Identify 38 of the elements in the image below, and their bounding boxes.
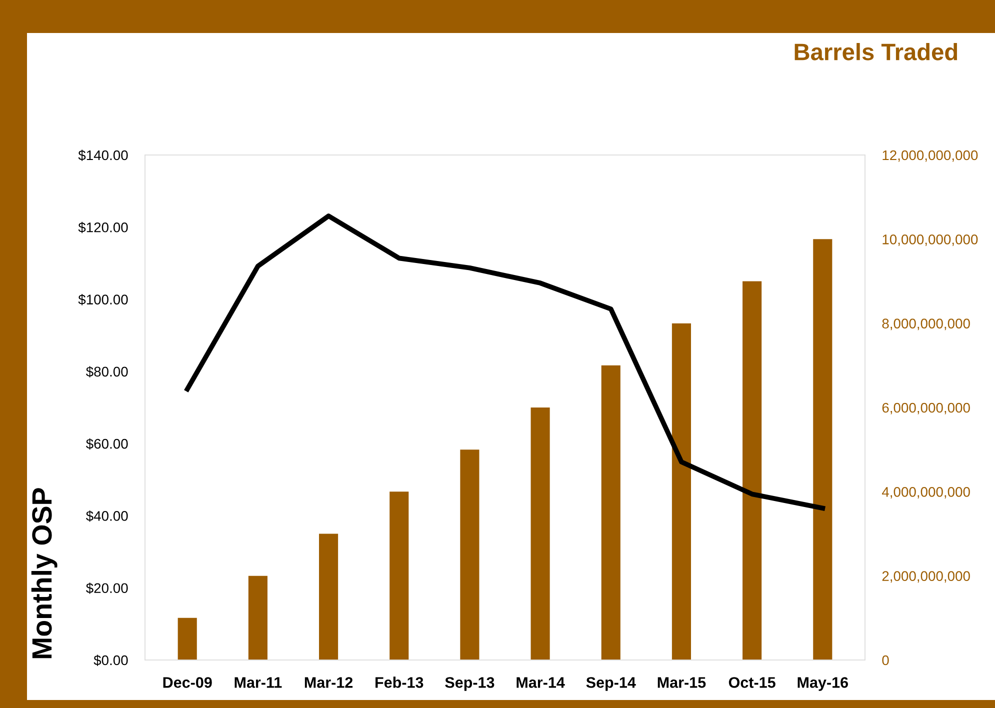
bar	[178, 618, 197, 660]
bar	[248, 576, 268, 660]
y-tick-label: $20.00	[86, 582, 128, 594]
y2-axis-title: Barrels Traded	[794, 42, 958, 60]
y2-tick-label: 2,000,000,000	[882, 571, 970, 583]
x-tick-label: Mar-15	[658, 677, 706, 688]
y-tick-label: $60.00	[86, 438, 128, 450]
x-tick-label: Mar-11	[234, 677, 282, 688]
y-tick-label: $100.00	[78, 294, 128, 306]
bar	[390, 492, 409, 660]
y2-tick-label: 0	[882, 655, 889, 666]
bar	[530, 408, 550, 660]
y-tick-label: $120.00	[78, 222, 128, 234]
y2-tick-label: 8,000,000,000	[882, 318, 970, 330]
x-tick-label: May-16	[798, 677, 848, 691]
bar	[742, 281, 762, 660]
x-tick-label: Dec-09	[163, 677, 212, 688]
y2-tick-label: 10,000,000,000	[882, 234, 978, 246]
line-series	[184, 214, 826, 511]
x-tick-label: Sep-13	[445, 677, 494, 691]
x-tick-label: Oct-15	[728, 677, 776, 688]
x-tick-label: Mar-12	[304, 677, 353, 688]
x-tick-label: Sep-14	[586, 677, 636, 691]
x-tick-label: Feb-13	[376, 676, 424, 688]
y2-tick-label: 4,000,000,000	[882, 487, 970, 498]
x-tick-label: Mar-14	[516, 677, 565, 688]
y-axis-title: Monthly OSP	[31, 488, 58, 658]
bar	[460, 450, 480, 660]
y2-tick-label: 12,000,000,000	[882, 150, 978, 162]
bar	[672, 323, 691, 660]
y-tick-label: $40.00	[86, 510, 128, 522]
bar	[319, 534, 338, 660]
y-tick-label: $140.00	[78, 150, 128, 161]
bar	[813, 239, 832, 660]
bar	[601, 365, 620, 660]
y-tick-label: $0.00	[94, 654, 128, 666]
y-tick-label: $80.00	[86, 366, 128, 378]
y2-tick-label: 6,000,000,000	[882, 402, 970, 414]
